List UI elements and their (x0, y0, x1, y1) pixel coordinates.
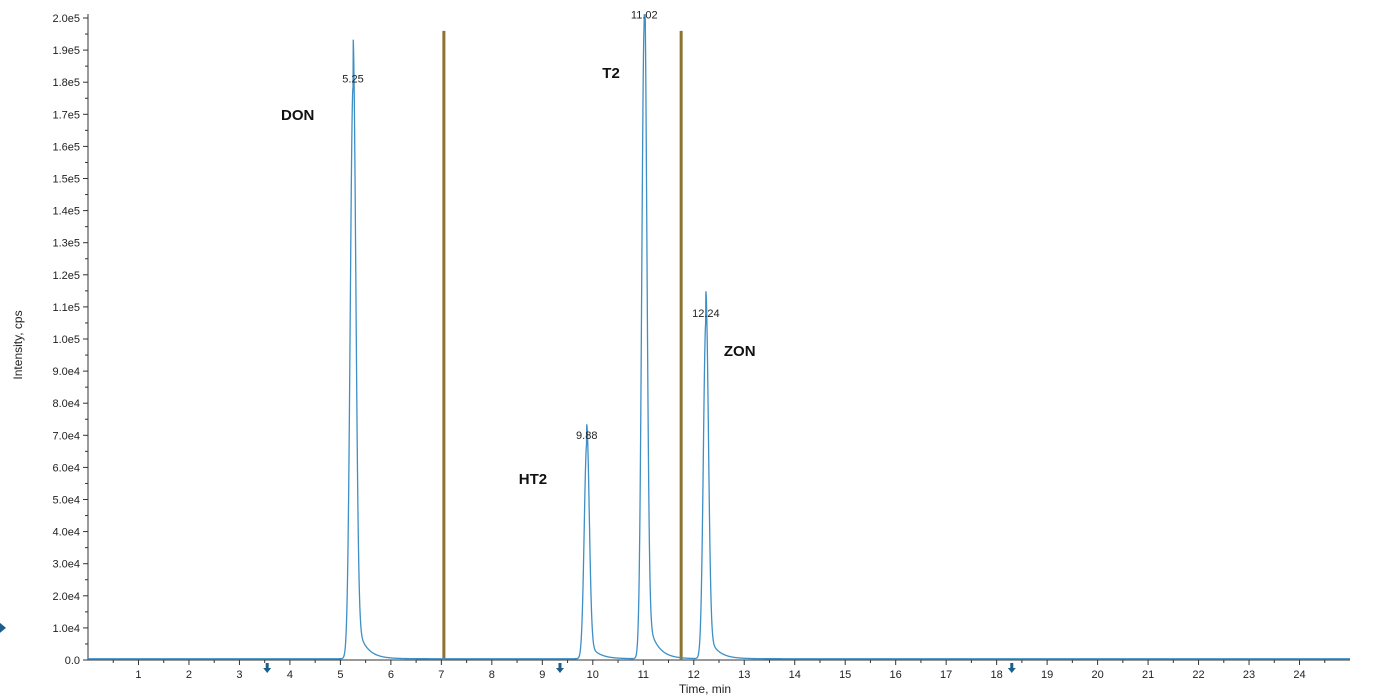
x-tick-label: 17 (940, 669, 952, 681)
y-tick-label: 9.0e4 (52, 366, 80, 378)
compound-label: ZON (724, 343, 756, 360)
y-tick-label: 3.0e4 (52, 559, 80, 571)
compound-label: DON (281, 107, 314, 124)
x-tick-label: 3 (236, 669, 242, 681)
y-tick-label: 1.9e5 (52, 45, 80, 57)
y-tick-label: 7.0e4 (52, 430, 80, 442)
y-tick-label: 1.1e5 (52, 302, 80, 314)
y-tick-label: 1.6e5 (52, 141, 80, 153)
x-tick-label: 4 (287, 669, 293, 681)
peak-rt-label: 9.88 (576, 430, 597, 442)
peak-rt-label: 11.02 (631, 9, 658, 21)
x-tick-label: 7 (438, 669, 444, 681)
compound-label: HT2 (519, 471, 547, 488)
y-tick-label: 8.0e4 (52, 398, 80, 410)
y-tick-label: 4.0e4 (52, 527, 80, 539)
x-tick-label: 9 (539, 669, 545, 681)
y-marker-triangle (0, 622, 6, 633)
y-tick-label: 2.0e5 (52, 13, 80, 25)
y-tick-label: 1.8e5 (52, 77, 80, 89)
chromatogram-trace (88, 14, 1350, 660)
compound-label: T2 (602, 65, 620, 82)
y-tick-label: 1.4e5 (52, 206, 80, 218)
x-tick-label: 22 (1192, 669, 1204, 681)
x-tick-label: 10 (587, 669, 599, 681)
x-axis-label: Time, min (678, 682, 732, 696)
y-tick-label: 1.0e4 (52, 623, 80, 635)
peak-rt-label: 5.25 (342, 74, 363, 86)
x-tick-label: 15 (839, 669, 851, 681)
x-marker-arrow (555, 663, 564, 673)
y-tick-label: 1.5e5 (52, 174, 80, 186)
y-tick-label: 1.0e5 (52, 334, 80, 346)
y-tick-label: 1.2e5 (52, 270, 80, 282)
y-tick-label: 1.7e5 (52, 109, 80, 121)
x-tick-label: 6 (388, 669, 394, 681)
x-tick-label: 18 (991, 669, 1003, 681)
x-tick-label: 8 (489, 669, 495, 681)
y-tick-label: 5.0e4 (52, 495, 80, 507)
x-tick-label: 12 (688, 669, 700, 681)
x-tick-label: 2 (186, 669, 192, 681)
x-tick-label: 14 (789, 669, 801, 681)
y-tick-label: 6.0e4 (52, 462, 80, 474)
y-tick-label: 0.0 (65, 655, 80, 667)
y-axis-label: Intensity, cps (11, 310, 25, 380)
x-tick-label: 21 (1142, 669, 1154, 681)
x-tick-label: 24 (1293, 669, 1305, 681)
x-tick-label: 5 (337, 669, 343, 681)
x-tick-label: 16 (890, 669, 902, 681)
x-tick-label: 13 (738, 669, 750, 681)
x-tick-label: 11 (638, 669, 649, 681)
x-tick-label: 23 (1243, 669, 1255, 681)
x-tick-label: 1 (135, 669, 141, 681)
x-tick-label: 20 (1091, 669, 1103, 681)
x-marker-arrow (263, 663, 272, 673)
x-tick-label: 19 (1041, 669, 1053, 681)
x-marker-arrow (1007, 663, 1016, 673)
y-tick-label: 2.0e4 (52, 591, 80, 603)
peak-rt-label: 12.24 (692, 308, 720, 320)
y-tick-label: 1.3e5 (52, 238, 80, 250)
